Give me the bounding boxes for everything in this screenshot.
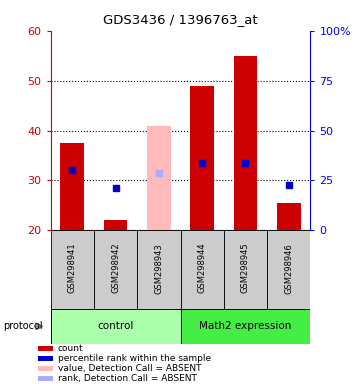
Bar (267, 230, 310, 309)
Bar (38, 376, 53, 381)
Text: count: count (57, 344, 83, 353)
Bar (51, 230, 94, 309)
Bar (60, 143, 84, 230)
Bar (104, 220, 127, 230)
Bar (180, 230, 224, 309)
Text: protocol: protocol (4, 321, 43, 331)
Text: GSM298944: GSM298944 (198, 243, 206, 293)
Text: GDS3436 / 1396763_at: GDS3436 / 1396763_at (103, 13, 258, 26)
Bar (234, 56, 257, 230)
Bar (180, 309, 310, 344)
Text: GSM298943: GSM298943 (155, 243, 163, 293)
Bar (224, 230, 267, 309)
Text: control: control (97, 321, 134, 331)
Text: GSM298942: GSM298942 (111, 243, 120, 293)
Bar (94, 230, 137, 309)
Text: rank, Detection Call = ABSENT: rank, Detection Call = ABSENT (57, 374, 196, 384)
Text: Math2 expression: Math2 expression (199, 321, 292, 331)
Bar (38, 356, 53, 361)
Bar (190, 86, 214, 230)
Text: percentile rank within the sample: percentile rank within the sample (57, 354, 210, 363)
Bar (147, 126, 171, 230)
Text: GSM298946: GSM298946 (284, 243, 293, 293)
Bar (38, 366, 53, 371)
Text: value, Detection Call = ABSENT: value, Detection Call = ABSENT (57, 364, 201, 373)
Text: GSM298945: GSM298945 (241, 243, 250, 293)
Bar (51, 309, 180, 344)
Bar (277, 203, 301, 230)
Bar (137, 230, 180, 309)
Text: GSM298941: GSM298941 (68, 243, 77, 293)
Bar (38, 346, 53, 351)
